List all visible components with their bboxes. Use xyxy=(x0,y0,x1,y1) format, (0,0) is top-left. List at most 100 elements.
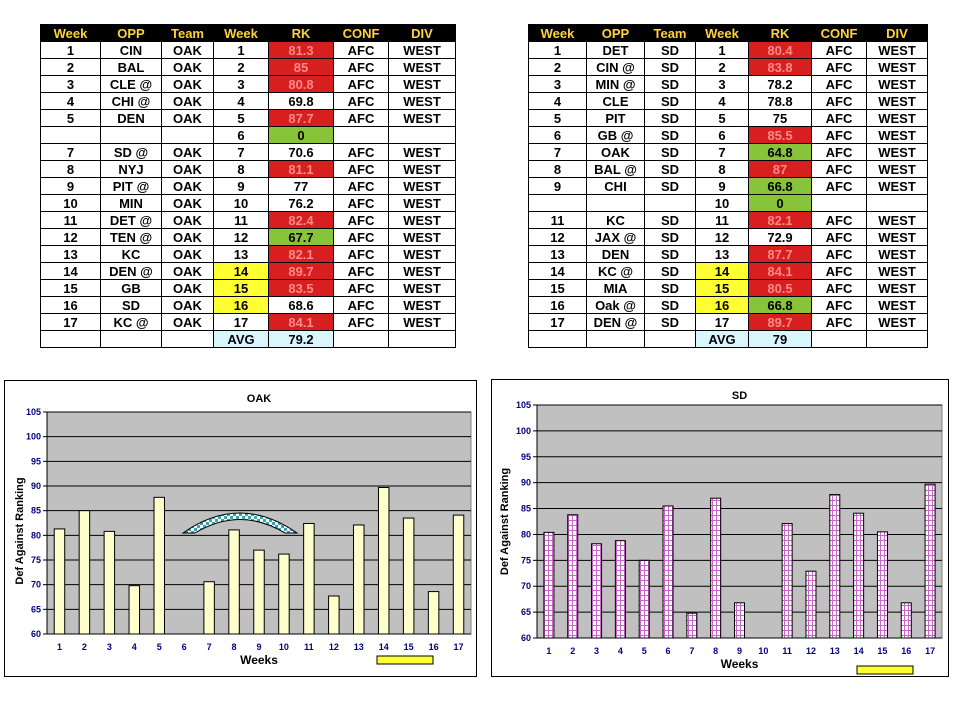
cell-div: WEST xyxy=(866,109,928,127)
cell-rk: 82.1 xyxy=(268,245,334,263)
empty-cell xyxy=(528,330,587,348)
average-row: AVG 79 xyxy=(528,330,928,348)
cell-div: WEST xyxy=(866,58,928,76)
x-tick-label: 12 xyxy=(806,646,816,656)
cell-conf: AFC xyxy=(811,177,867,195)
cell-rk: 89.7 xyxy=(748,313,812,331)
cell-team: OAK xyxy=(161,194,214,212)
cell-conf: AFC xyxy=(333,75,389,93)
cell-week xyxy=(40,126,101,144)
cell-week2: 1 xyxy=(695,41,749,59)
y-tick-label: 80 xyxy=(31,530,41,540)
cell-conf: AFC xyxy=(811,109,867,127)
cell-team: SD xyxy=(644,228,696,246)
empty-cell xyxy=(811,330,867,348)
x-tick-label: 10 xyxy=(279,642,289,652)
cell-div: WEST xyxy=(388,313,456,331)
x-axis-label: Weeks xyxy=(721,657,759,671)
chart-title: OAK xyxy=(247,393,272,405)
empty-cell xyxy=(333,330,389,348)
cell-opp: PIT xyxy=(586,109,645,127)
cell-team: OAK xyxy=(161,92,214,110)
bar-week-2 xyxy=(78,510,91,635)
cell-div: WEST xyxy=(388,194,456,212)
column-header-opp: OPP xyxy=(586,24,645,42)
cell-opp: BAL xyxy=(100,58,162,76)
cell-opp: KC @ xyxy=(100,313,162,331)
x-tick-label: 13 xyxy=(354,642,364,652)
cell-week2: 9 xyxy=(213,177,269,195)
cell-div: WEST xyxy=(866,143,928,161)
bar-week-4 xyxy=(128,585,141,635)
cell-team: OAK xyxy=(161,160,214,178)
cell-opp: CLE @ xyxy=(100,75,162,93)
cell-div: WEST xyxy=(388,245,456,263)
cell-rk: 69.8 xyxy=(268,92,334,110)
cell-div: WEST xyxy=(866,92,928,110)
cell-rk: 66.8 xyxy=(748,177,812,195)
cell-week: 7 xyxy=(40,143,101,161)
cell-week2: 1 xyxy=(213,41,269,59)
avg-value: 79.2 xyxy=(268,330,334,348)
cell-opp: PIT @ xyxy=(100,177,162,195)
cell-opp: GB xyxy=(100,279,162,297)
cell-week2: 7 xyxy=(213,143,269,161)
cell-week: 12 xyxy=(528,228,587,246)
bar-week-8 xyxy=(710,497,722,639)
y-tick-label: 65 xyxy=(31,604,41,614)
cell-team: SD xyxy=(644,245,696,263)
y-tick-label: 60 xyxy=(31,629,41,639)
cell-div: WEST xyxy=(388,58,456,76)
oak-schedule-table: Week OPP Team Week RK CONF DIV 1 CIN OAK 1 81.3 AFC… xyxy=(40,24,456,348)
cell-week2: 15 xyxy=(695,279,749,297)
column-header-week: Week xyxy=(528,24,587,42)
cell-conf xyxy=(811,194,867,212)
cell-team: SD xyxy=(644,160,696,178)
x-axis-label: Weeks xyxy=(240,653,278,667)
cell-week: 6 xyxy=(528,126,587,144)
cell-opp: SD @ xyxy=(100,143,162,161)
cell-conf: AFC xyxy=(811,211,867,229)
cell-conf: AFC xyxy=(333,177,389,195)
cell-week2: 2 xyxy=(695,58,749,76)
cell-week2: 3 xyxy=(695,75,749,93)
x-tick-label: 8 xyxy=(232,642,237,652)
cell-team: SD xyxy=(644,41,696,59)
cell-div: WEST xyxy=(388,109,456,127)
cell-week: 3 xyxy=(40,75,101,93)
cell-team: OAK xyxy=(161,228,214,246)
cell-conf: AFC xyxy=(811,41,867,59)
cell-conf: AFC xyxy=(333,92,389,110)
cell-rk: 64.8 xyxy=(748,143,812,161)
cell-conf: AFC xyxy=(811,143,867,161)
cell-team: SD xyxy=(644,92,696,110)
cell-rk: 78.2 xyxy=(748,75,812,93)
cell-week2: 2 xyxy=(213,58,269,76)
cell-div xyxy=(866,194,928,212)
column-header-week: Week xyxy=(695,24,749,42)
column-header-week: Week xyxy=(213,24,269,42)
bar-week-17 xyxy=(452,514,465,635)
x-tick-label: 4 xyxy=(618,646,623,656)
cell-rk: 70.6 xyxy=(268,143,334,161)
cell-rk: 84.1 xyxy=(268,313,334,331)
table-row: 16 SD OAK 16 68.6 AFC WEST xyxy=(40,296,456,314)
cell-team: OAK xyxy=(161,109,214,127)
column-header-opp: OPP xyxy=(100,24,162,42)
cell-div xyxy=(388,126,456,144)
table-row: 10 MIN OAK 10 76.2 AFC WEST xyxy=(40,194,456,212)
x-tick-label: 11 xyxy=(782,646,792,656)
x-tick-label: 2 xyxy=(570,646,575,656)
cell-opp: DEN xyxy=(100,109,162,127)
empty-cell xyxy=(161,330,214,348)
cell-week: 4 xyxy=(40,92,101,110)
cell-week: 11 xyxy=(40,211,101,229)
cell-team: SD xyxy=(644,177,696,195)
cell-week: 9 xyxy=(528,177,587,195)
cell-div: WEST xyxy=(866,262,928,280)
cell-opp: BAL @ xyxy=(586,160,645,178)
y-tick-label: 80 xyxy=(521,529,531,539)
cell-week: 5 xyxy=(528,109,587,127)
x-tick-label: 16 xyxy=(429,642,439,652)
